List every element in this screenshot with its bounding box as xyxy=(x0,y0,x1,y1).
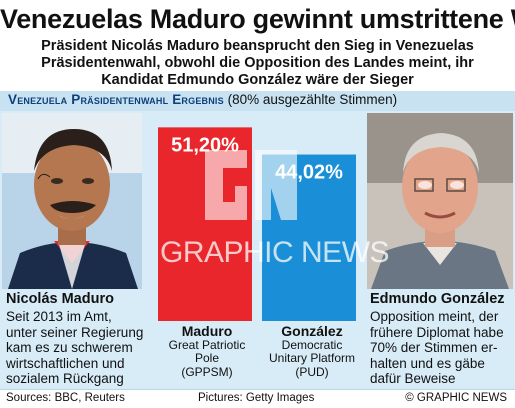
maduro-party-line: Great Patriotic xyxy=(168,337,246,352)
gonzalez-desc-line: dafür Beweise xyxy=(370,371,456,386)
gonzalez-photo xyxy=(367,113,513,289)
watermark: GRAPHIC NEWS xyxy=(160,236,390,269)
footer-sources: Sources: BBC, Reuters xyxy=(6,392,125,404)
gonzalez-bar-label: González Democratic Unitary Platform (PU… xyxy=(256,323,368,379)
maduro-desc-line: wirtschaftlichen und xyxy=(6,355,125,371)
maduro-desc-line: unter seiner Regierung xyxy=(6,324,144,340)
subtitle-line: Kandidat Edmundo González wäre der Siege… xyxy=(101,72,414,88)
gonzalez-party-line: Democratic xyxy=(281,337,343,352)
maduro-name: Nicolás Maduro xyxy=(6,291,114,307)
page-title: Venezuelas Maduro gewinnt umstrittene Wa… xyxy=(0,4,515,34)
gonzalez-name: Edmundo González xyxy=(370,291,505,307)
gonzalez-desc-line: 70% der Stimmen er- xyxy=(370,340,498,355)
panel-title-main: Venezuela Präsidentenwahl Ergebnis xyxy=(8,92,224,107)
maduro-portrait-illustration xyxy=(2,113,142,289)
maduro-desc-line: Seit 2013 im Amt, xyxy=(6,309,112,324)
gonzalez-portrait-illustration xyxy=(367,113,513,289)
maduro-bar-label: Maduro Great Patriotic Pole (GPPSM) xyxy=(158,323,256,379)
footer-pictures: Pictures: Getty Images xyxy=(198,392,315,404)
footer-copyright: © GRAPHIC NEWS xyxy=(405,392,507,404)
maduro-party-line: Pole xyxy=(194,351,220,365)
maduro-description: Seit 2013 im Amt, unter seiner Regierung… xyxy=(6,309,143,387)
gonzalez-desc-line: halten und es gäbe xyxy=(370,355,485,371)
subtitle-line: Präsident Nicolás Maduro beansprucht den… xyxy=(41,38,474,54)
panel-title-note: (80% ausgezählte Stimmen) xyxy=(227,92,398,107)
gonzalez-party-line: (PUD) xyxy=(295,364,329,379)
gonzalez-desc-line: frühere Diplomat habe xyxy=(370,324,504,340)
subtitle-line: Präsidentenwahl, obwohl die Opposition d… xyxy=(41,55,474,71)
gonzalez-party-line: Unitary Platform xyxy=(268,351,356,365)
subtitle: Präsident Nicolás Maduro beansprucht den… xyxy=(0,38,515,89)
maduro-bar-name: Maduro xyxy=(181,323,233,339)
panel-header-band xyxy=(0,91,515,111)
maduro-desc-line: kam es zu schwerem xyxy=(6,340,133,355)
maduro-desc-line: sozialem Rückgang xyxy=(6,371,124,386)
gonzalez-description: Opposition meint, der frühere Diplomat h… xyxy=(370,309,504,387)
graphic-news-logo xyxy=(205,150,297,220)
gonzalez-bar-name: González xyxy=(281,323,343,339)
footer: Sources: BBC, Reuters Pictures: Getty Im… xyxy=(0,389,515,408)
gonzalez-desc-line: Opposition meint, der xyxy=(370,309,499,324)
maduro-party-line: (GPPSM) xyxy=(181,364,233,379)
panel-title: Venezuela Präsidentenwahl Ergebnis (80% … xyxy=(8,92,397,107)
maduro-photo xyxy=(2,113,142,289)
